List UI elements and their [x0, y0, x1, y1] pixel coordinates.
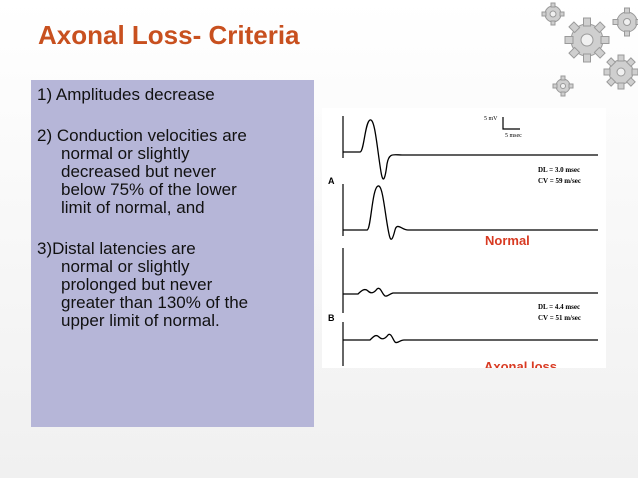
panel-a-cv-text: CV = 59 m/sec	[538, 177, 581, 185]
criteria-item-2-line: decreased but never	[61, 162, 216, 181]
trace-a-proximal	[343, 119, 598, 180]
criteria-item-3-line: greater than 130% of the	[61, 293, 249, 312]
trace-b-proximal	[343, 287, 598, 297]
criteria-item-2: 2) Conduction velocities are normal or s…	[37, 127, 308, 217]
criteria-item-3-line: normal or slightly	[61, 257, 190, 276]
trace-a-distal	[343, 185, 598, 240]
panel-b-dl-text: DL = 4.4 msec	[538, 303, 580, 311]
criteria-item-1: 1) Amplitudes decrease	[37, 86, 308, 104]
gears-icon	[541, 2, 638, 97]
panel-b-cv-text: CV = 51 m/sec	[538, 314, 581, 322]
criteria-item-3: 3)Distal latencies are normal or slightl…	[37, 240, 308, 330]
normal-label: Normal	[485, 233, 530, 248]
scale-amplitude-label: 5 mV	[484, 116, 498, 122]
trace-b-distal	[343, 333, 598, 344]
scale-time-label: 5 msec	[505, 133, 522, 139]
nerve-conduction-figure: 5 mV 5 msec A B DL = 3.0 msec CV = 59 m/…	[322, 108, 606, 368]
panel-a-dl-text: DL = 3.0 msec	[538, 166, 580, 174]
panel-b-label: B	[328, 313, 335, 323]
criteria-item-2-lead: 2) Conduction velocities are	[37, 126, 247, 145]
criteria-item-3-line: upper limit of normal.	[61, 311, 220, 330]
criteria-item-3-line: prolonged but never	[61, 275, 213, 294]
criteria-item-2-line: below 75% of the lower	[61, 180, 237, 199]
criteria-item-3-lead: 3)Distal latencies are	[37, 239, 196, 258]
nerve-conduction-traces: 5 mV 5 msec A B DL = 3.0 msec CV = 59 m/…	[328, 116, 598, 368]
scale-bar	[502, 117, 520, 130]
criteria-item-1-text: 1) Amplitudes decrease	[37, 85, 215, 104]
panel-a-label: A	[328, 176, 335, 186]
criteria-panel: 1) Amplitudes decrease 2) Conduction vel…	[31, 80, 314, 427]
criteria-item-2-line: limit of normal, and	[61, 198, 205, 217]
slide-title: Axonal Loss- Criteria	[38, 20, 300, 50]
criteria-item-2-line: normal or slightly	[61, 144, 190, 163]
axonal-loss-label: Axonal loss	[484, 359, 557, 368]
